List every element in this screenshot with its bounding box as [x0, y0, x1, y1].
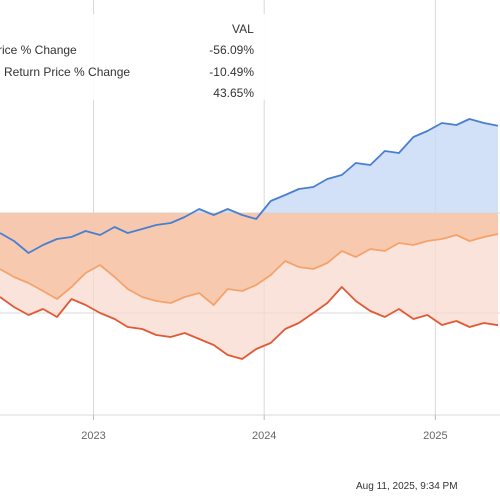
legend-row-3-value: 43.65%: [213, 86, 254, 100]
series-line-red: [0, 286, 499, 360]
legend-row-2-value: -10.49%: [209, 65, 254, 79]
legend-row-1-value: -56.09%: [209, 43, 254, 57]
series-lines: [0, 118, 499, 360]
legend-row-2-label: l Return Price % Change: [0, 65, 130, 79]
x-tick-label: 2024: [252, 430, 276, 442]
x-tick-label: 2023: [81, 430, 105, 442]
legend-background: [0, 14, 272, 100]
legend-row-1-label: rice % Change: [0, 43, 77, 57]
area-fill-orange: [0, 213, 498, 305]
area-fills: [0, 119, 498, 359]
x-tick-label: 2025: [423, 430, 447, 442]
legend-header: VAL: [232, 22, 254, 36]
series-line-blue: [0, 118, 499, 254]
timestamp: Aug 11, 2025, 9:34 PM: [356, 481, 458, 492]
series-line-orange: [0, 233, 499, 306]
legend: VAL rice % Change -56.09% l Return Price…: [0, 14, 272, 100]
x-axis: 2023 2024 2025: [81, 415, 448, 442]
